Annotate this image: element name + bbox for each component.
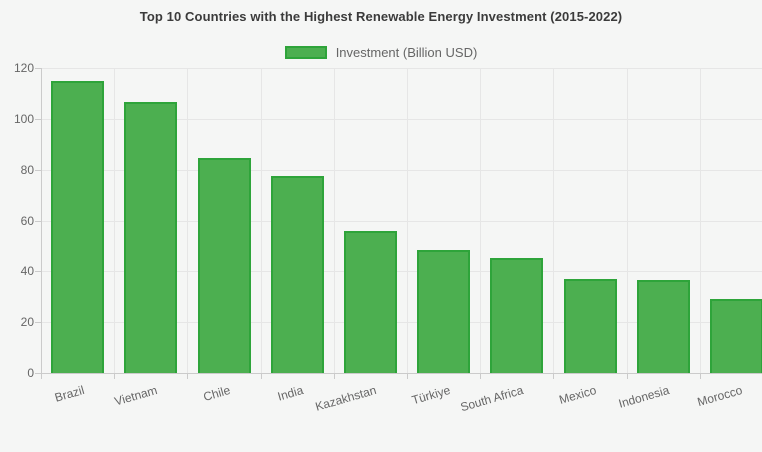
- bar-morocco[interactable]: [709, 298, 762, 373]
- gridline: [553, 68, 555, 373]
- y-axis-tick-label: 0: [27, 366, 34, 380]
- y-axis-tick: [35, 68, 41, 69]
- bar-vietnam[interactable]: [124, 102, 178, 373]
- gridline: [260, 68, 262, 373]
- gridline: [480, 68, 482, 373]
- legend-swatch-icon: [284, 46, 327, 59]
- x-axis-tick: [260, 373, 262, 379]
- y-axis-line: [41, 68, 42, 379]
- x-axis-tick: [626, 373, 628, 379]
- y-axis-tick: [35, 220, 41, 222]
- y-axis-tick-label: 40: [20, 264, 34, 279]
- y-axis-tick: [35, 322, 41, 324]
- x-axis-tick: [407, 373, 408, 379]
- y-axis-tick: [35, 271, 41, 273]
- bar-chart: Top 10 Countries with the Highest Renewa…: [0, 9, 762, 414]
- y-axis-tick-label: 100: [13, 111, 34, 126]
- gridline: [41, 271, 762, 273]
- gridline: [699, 68, 701, 373]
- x-axis-tick: [699, 373, 701, 379]
- x-axis-tick: [187, 373, 189, 379]
- legend-label: Investment (Billion USD): [335, 45, 478, 60]
- y-axis-tick: [35, 118, 41, 120]
- bar-mexico[interactable]: [563, 278, 617, 373]
- x-axis-tick: [114, 373, 116, 379]
- y-axis-tick: [35, 169, 41, 171]
- gridline: [41, 169, 762, 171]
- gridline: [114, 68, 116, 373]
- chart-title: Top 10 Countries with the Highest Renewa…: [139, 9, 623, 24]
- y-axis-tick-label: 60: [20, 213, 34, 228]
- gridline: [41, 68, 762, 69]
- gridline: [407, 68, 408, 373]
- gridline: [333, 68, 335, 373]
- legend-item-investment[interactable]: Investment (Billion USD): [284, 45, 478, 60]
- x-axis-tick: [553, 373, 555, 379]
- gridline: [187, 68, 189, 373]
- gridline: [41, 322, 762, 324]
- y-axis-tick: [35, 373, 41, 374]
- y-axis-tick-label: 20: [20, 315, 34, 330]
- gridline: [626, 68, 628, 373]
- y-axis-tick-label: 80: [20, 162, 34, 177]
- bar-india[interactable]: [270, 176, 324, 373]
- x-axis-tick: [333, 373, 335, 379]
- x-axis-tick: [480, 373, 482, 379]
- bar-türkiye[interactable]: [417, 250, 471, 373]
- bar-indonesia[interactable]: [636, 280, 690, 373]
- x-axis-line: [41, 373, 762, 374]
- gridline: [41, 118, 762, 120]
- gridline: [41, 220, 762, 222]
- bar-brazil[interactable]: [51, 81, 105, 373]
- bar-south-africa[interactable]: [490, 257, 544, 373]
- y-axis-tick-label: 120: [13, 61, 34, 75]
- bar-chile[interactable]: [197, 158, 251, 373]
- bar-kazakhstan[interactable]: [343, 231, 397, 373]
- legend: Investment (Billion USD): [0, 45, 762, 60]
